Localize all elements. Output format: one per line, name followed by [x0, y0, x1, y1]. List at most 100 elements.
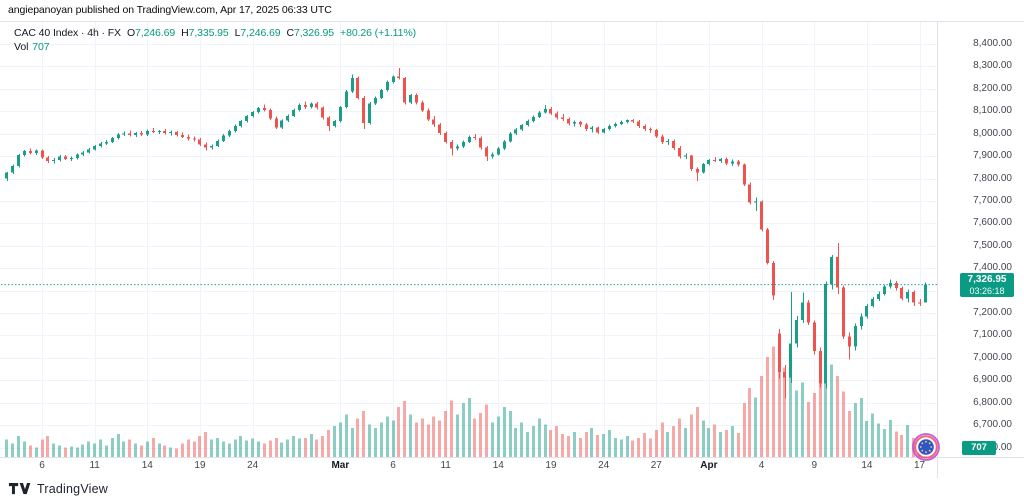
price-axis-label: 7,200.00 [973, 307, 1012, 319]
candle [234, 126, 237, 131]
time-axis-label: 4 [758, 460, 765, 471]
candle [158, 131, 161, 133]
low-label: L [234, 27, 241, 39]
volume-bar [906, 424, 909, 457]
candle [403, 78, 406, 103]
candle [573, 121, 576, 124]
volume-bar [807, 401, 810, 457]
candle [649, 129, 652, 131]
volume-bar [813, 392, 816, 457]
candle [854, 326, 857, 347]
volume-bar [46, 435, 49, 457]
price-axis-label: 7,500.00 [973, 239, 1012, 251]
price-axis-label: 7,600.00 [973, 217, 1012, 229]
volume-value: 707 [32, 41, 50, 53]
candle [760, 201, 763, 230]
volume-bar [263, 443, 266, 457]
candle [204, 144, 207, 148]
bar-countdown: 03:26:18 [969, 286, 1005, 296]
candle [327, 117, 330, 127]
volume-bar [579, 437, 582, 457]
price-axis-label: 7,400.00 [973, 262, 1012, 274]
time-axis-label: 24 [247, 460, 259, 471]
price-axis-label: 7,900.00 [973, 150, 1012, 162]
candle [783, 371, 786, 378]
last-price-value: 7,326.95 [967, 274, 1007, 285]
candle [743, 164, 746, 185]
volume-bar [854, 403, 857, 457]
volume-bar [895, 431, 898, 457]
volume-bar [269, 440, 272, 457]
legend-volume-row: Vol 707 [14, 40, 416, 54]
tradingview-attribution[interactable]: TradingView [8, 481, 108, 497]
volume-bar [479, 412, 482, 457]
candle [795, 319, 798, 344]
volume-bar [64, 447, 67, 457]
volume-bar [286, 439, 289, 457]
time-axis-label: 14 [141, 460, 153, 471]
price-axis-label: 8,100.00 [973, 105, 1012, 117]
candle [479, 137, 482, 148]
volume-bar [386, 416, 389, 457]
volume-bar [99, 439, 102, 457]
candle [52, 160, 55, 162]
volume-bar [76, 447, 79, 457]
volume-bar [731, 426, 734, 457]
volume-bar [473, 418, 476, 457]
candle [345, 91, 348, 108]
volume-bar [883, 428, 886, 457]
volume-bar [462, 403, 465, 457]
eu-flag-event-icon[interactable] [911, 432, 941, 462]
volume-bar [41, 439, 44, 457]
candle [409, 95, 412, 103]
volume-bar [345, 414, 348, 457]
candle [321, 107, 324, 118]
open-label: O [126, 27, 136, 39]
candle [655, 130, 658, 137]
candle [222, 135, 225, 141]
time-axis-label: 6 [390, 460, 396, 471]
chart-legend[interactable]: CAC 40 Index · 4h · FX O7,246.69 H7,335.95… [14, 26, 416, 54]
volume-bar [409, 414, 412, 457]
candle [193, 138, 196, 140]
volume-bar [877, 423, 880, 457]
price-axis-label: 6,800.00 [973, 396, 1012, 408]
volume-bar [368, 424, 371, 457]
candle [836, 257, 839, 288]
volume-bar [889, 419, 892, 457]
volume-bar [684, 428, 687, 457]
price-axis[interactable]: 8,400.00 8,300.00 8,200.00 8,100.00 8,000.00… [938, 22, 1024, 457]
volume-bar [134, 443, 137, 457]
volume-bar [754, 397, 757, 457]
volume-bar [608, 430, 611, 457]
high-label: H [181, 27, 189, 39]
volume-bar [181, 443, 184, 457]
candle [29, 151, 32, 153]
volume-bar [128, 439, 131, 457]
close-label: C [286, 27, 294, 39]
volume-bar [380, 422, 383, 457]
candle [134, 133, 137, 135]
volume-bar [70, 446, 73, 457]
candle [210, 145, 213, 148]
candle [596, 127, 599, 133]
volume-bar [602, 433, 605, 457]
volume-bar [900, 435, 903, 457]
time-axis-label: Mar [331, 460, 350, 471]
volume-bar [304, 437, 307, 457]
candle [918, 302, 921, 304]
candle [737, 161, 740, 165]
low-value: 7,246.69 [240, 27, 281, 39]
candle [298, 104, 301, 110]
candle [46, 157, 49, 162]
candle [310, 103, 313, 108]
volume-bar [678, 418, 681, 457]
time-axis[interactable]: 6 11 14 19 24 Mar 6 11 14 19 24 27 Apr 4 9 14 17 [0, 458, 937, 478]
volume-bar [865, 421, 868, 457]
price-axis-label: 7,700.00 [973, 194, 1012, 206]
candle [198, 139, 201, 145]
candle [473, 136, 476, 138]
last-volume-badge: 707 [962, 441, 996, 455]
